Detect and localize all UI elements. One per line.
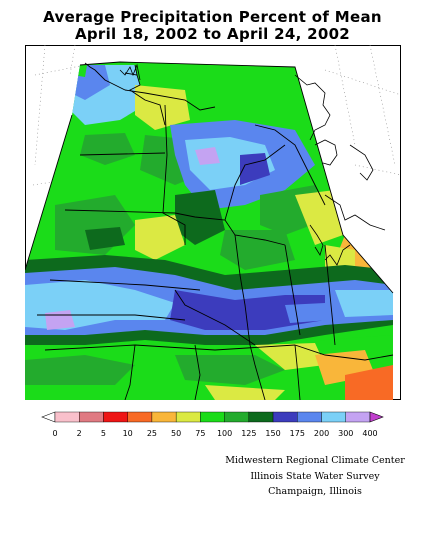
legend-swatch-5 [79,411,104,423]
legend-swatch-25 [127,411,153,423]
credit-survey: Illinois State Water Survey [250,471,380,482]
legend-overflow-arrow [369,411,384,423]
legend-label-400: 400 [362,429,377,438]
legend-swatch-50 [151,411,177,423]
legend-label-175: 175 [290,429,305,438]
map-title: Average Precipitation Percent of Mean [43,8,382,26]
legend-label-10: 10 [123,429,133,438]
legend-swatch-2 [54,411,80,423]
legend: 0 2 5 10 25 50 75 100 125 150 175 200 300 400 [40,410,385,440]
map-date-range: April 18, 2002 to April 24, 2002 [74,25,351,43]
legend-label-25: 25 [147,429,157,438]
legend-swatch-300 [321,411,346,423]
legend-swatch-125 [224,411,250,423]
legend-label-0: 0 [52,429,57,438]
legend-underflow-arrow [41,411,56,423]
legend-label-2: 2 [77,429,82,438]
legend-swatch-75 [175,411,201,423]
precipitation-map [25,45,401,400]
legend-label-150: 150 [265,429,280,438]
graticule-lines [32,45,401,186]
legend-swatch-10 [103,411,128,423]
legend-label-300: 300 [338,429,353,438]
legend-label-100: 100 [217,429,232,438]
legend-swatch-150 [248,411,274,423]
legend-swatch-400 [345,411,371,423]
great-lakes-outline [119,63,386,266]
credit-location: Champaign, Illinois [268,486,362,497]
legend-scale: 0 2 5 10 25 50 75 100 125 150 175 200 300 400 [41,411,384,438]
legend-swatch-175 [272,411,298,423]
legend-swatch-200 [297,411,322,423]
legend-label-200: 200 [314,429,329,438]
state-boundaries [25,61,394,400]
legend-swatch-100 [200,411,225,423]
legend-label-125: 125 [241,429,256,438]
legend-label-5: 5 [101,429,106,438]
credit-center: Midwestern Regional Climate Center [225,455,405,466]
legend-label-75: 75 [195,429,205,438]
legend-label-50: 50 [171,429,181,438]
